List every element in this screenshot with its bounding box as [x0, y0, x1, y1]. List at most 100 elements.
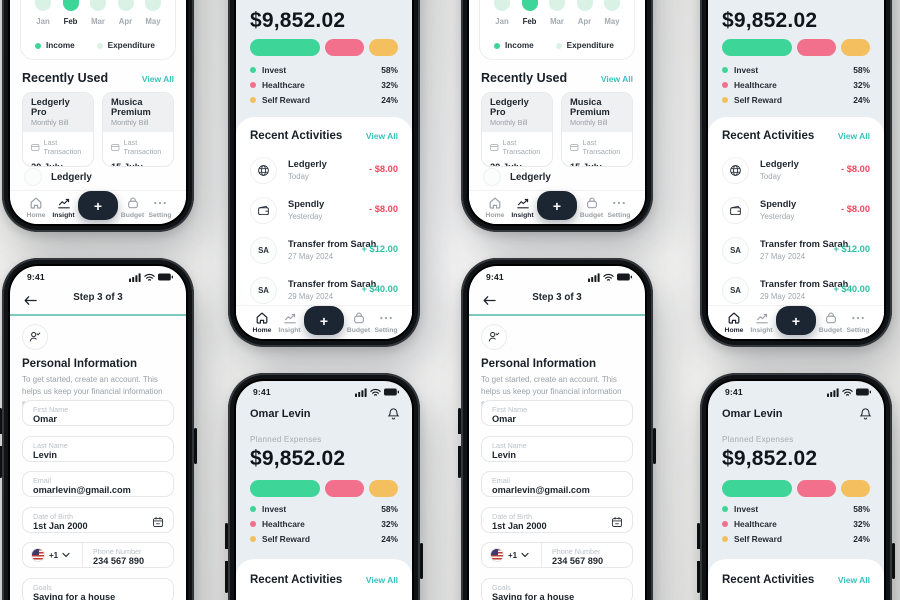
month-label[interactable]: Jan — [36, 17, 50, 26]
month-label[interactable]: May — [145, 17, 161, 26]
view-all-link[interactable]: View All — [141, 74, 174, 84]
chart-bar-apr[interactable] — [117, 0, 134, 11]
chart-bar-may[interactable] — [604, 0, 620, 11]
list-item-partial[interactable]: Ledgerly — [483, 168, 551, 186]
nav-budget[interactable]: Budget — [579, 196, 605, 219]
calendar-icon[interactable] — [152, 515, 164, 533]
notification-bell-icon[interactable] — [387, 407, 400, 421]
calendar-icon[interactable] — [611, 515, 623, 533]
last-name-field[interactable]: Last Name Levin — [481, 436, 633, 462]
invest-bar[interactable] — [722, 480, 793, 497]
nav-insight[interactable]: Insight — [51, 196, 77, 219]
activity-row-ledgerly[interactable]: Ledgerly Today - $8.00 — [250, 596, 398, 600]
phone-number-field[interactable]: +1 Phone Number 234 567 890 — [22, 542, 174, 568]
country-code-selector[interactable]: +1 — [482, 543, 542, 567]
chart-bar-may[interactable] — [145, 0, 161, 11]
invest-bar[interactable] — [250, 480, 321, 497]
chart-bar-mar[interactable] — [90, 0, 106, 11]
activity-row-transfer-2[interactable]: SA Transfer from Sarah 29 May 2024 + $40… — [250, 271, 398, 311]
nav-home[interactable]: Home — [721, 311, 747, 334]
nav-budget[interactable]: Budget — [818, 311, 844, 334]
field-value: omarlevin@gmail.com — [492, 484, 590, 495]
goals-field[interactable]: Goals Saving for a house — [22, 578, 174, 600]
activity-row-spendly[interactable]: Spendly Yesterday - $8.00 — [722, 191, 870, 231]
self-reward-bar[interactable] — [368, 480, 398, 497]
add-transaction-button[interactable]: + — [304, 306, 344, 335]
back-arrow-icon[interactable] — [24, 293, 37, 311]
notification-bell-icon[interactable] — [859, 407, 872, 421]
chart-bar-feb-selected[interactable] — [521, 0, 538, 11]
nav-home[interactable]: Home — [23, 196, 49, 219]
healthcare-bar[interactable] — [797, 480, 836, 497]
nav-budget[interactable]: Budget — [120, 196, 146, 219]
chart-bar-jan[interactable] — [494, 0, 510, 11]
nav-insight[interactable]: Insight — [277, 311, 303, 334]
healthcare-bar[interactable] — [325, 480, 364, 497]
activity-row-ledgerly[interactable]: Ledgerly Today - $8.00 — [722, 596, 870, 600]
nav-setting[interactable]: Setting — [147, 196, 173, 219]
last-name-field[interactable]: Last Name Levin — [22, 436, 174, 462]
month-label[interactable]: Apr — [577, 17, 592, 26]
activity-row-spendly[interactable]: Spendly Yesterday - $8.00 — [250, 191, 398, 231]
activity-row-transfer-1[interactable]: SA Transfer from Sarah 27 May 2024 + $12… — [722, 231, 870, 271]
activity-row-ledgerly[interactable]: Ledgerly Today - $8.00 — [722, 151, 870, 191]
chart-bar-jan[interactable] — [35, 0, 51, 11]
month-label[interactable]: Apr — [118, 17, 133, 26]
month-label[interactable]: Mar — [91, 17, 105, 26]
view-all-link[interactable]: View All — [837, 131, 870, 141]
date-of-birth-field[interactable]: Date of Birth 1st Jan 2000 — [481, 507, 633, 533]
self-reward-bar[interactable] — [840, 480, 870, 497]
first-name-field[interactable]: First Name Omar — [481, 400, 633, 426]
date-of-birth-field[interactable]: Date of Birth 1st Jan 2000 — [22, 507, 174, 533]
nav-home[interactable]: Home — [482, 196, 508, 219]
view-all-link[interactable]: View All — [365, 575, 398, 585]
back-arrow-icon[interactable] — [483, 293, 496, 311]
goals-field[interactable]: Goals Saving for a house — [481, 578, 633, 600]
subscription-card-ledgerly-pro[interactable]: Ledgerly Pro Monthly Bill Last Transacti… — [22, 92, 94, 167]
nav-setting[interactable]: Setting — [606, 196, 632, 219]
healthcare-bar[interactable] — [797, 39, 836, 56]
healthcare-bar[interactable] — [325, 39, 364, 56]
first-name-field[interactable]: First Name Omar — [22, 400, 174, 426]
chart-bar-mar[interactable] — [549, 0, 565, 11]
month-label[interactable]: Mar — [550, 17, 564, 26]
chart-bar-apr[interactable] — [576, 0, 593, 11]
view-all-link[interactable]: View All — [365, 131, 398, 141]
phone-number-field[interactable]: +1 Phone Number 234 567 890 — [481, 542, 633, 568]
month-label-selected[interactable]: Feb — [63, 17, 78, 26]
email-field[interactable]: Email omarlevin@gmail.com — [22, 471, 174, 497]
country-code-selector[interactable]: +1 — [23, 543, 83, 567]
list-item-partial[interactable]: Ledgerly — [24, 168, 92, 186]
chart-bar-feb-selected[interactable] — [62, 0, 79, 11]
month-label[interactable]: May — [604, 17, 620, 26]
view-all-link[interactable]: View All — [600, 74, 633, 84]
self-reward-bar[interactable] — [368, 39, 398, 56]
invest-bar[interactable] — [250, 39, 321, 56]
month-label[interactable]: Jan — [495, 17, 509, 26]
nav-insight[interactable]: Insight — [749, 311, 775, 334]
activity-row-ledgerly[interactable]: Ledgerly Today - $8.00 — [250, 151, 398, 191]
email-field[interactable]: Email omarlevin@gmail.com — [481, 471, 633, 497]
add-transaction-button[interactable]: + — [537, 191, 577, 220]
subscription-card-musica-premium[interactable]: Musica Premium Monthly Bill Last Transac… — [561, 92, 633, 167]
nav-setting[interactable]: Setting — [373, 311, 399, 334]
nav-insight[interactable]: Insight — [510, 196, 536, 219]
field-label: Date of Birth — [33, 511, 73, 521]
activity-row-transfer-2[interactable]: SA Transfer from Sarah 29 May 2024 + $40… — [722, 271, 870, 311]
battery-icon — [856, 388, 871, 396]
subscription-card-ledgerly-pro[interactable]: Ledgerly Pro Monthly Bill Last Transacti… — [481, 92, 553, 167]
view-all-link[interactable]: View All — [837, 575, 870, 585]
subscription-card-musica-premium[interactable]: Musica Premium Monthly Bill Last Transac… — [102, 92, 174, 167]
add-transaction-button[interactable]: + — [78, 191, 118, 220]
activity-name: Spendly — [760, 199, 797, 209]
invest-bar[interactable] — [722, 39, 793, 56]
nav-budget[interactable]: Budget — [346, 311, 372, 334]
activity-row-transfer-1[interactable]: SA Transfer from Sarah 27 May 2024 + $12… — [250, 231, 398, 271]
month-label-selected[interactable]: Feb — [522, 17, 537, 26]
onboarding-step3-screen: 9:41 Step 3 of 3 Personal Information To… — [10, 266, 186, 600]
nav-home[interactable]: Home — [249, 311, 275, 334]
add-transaction-button[interactable]: + — [776, 306, 816, 335]
planned-expenses-screen-scrolled: $9,852.02 Invest 58% Healthcare 32% Self… — [236, 0, 412, 339]
self-reward-bar[interactable] — [840, 39, 870, 56]
nav-setting[interactable]: Setting — [845, 311, 871, 334]
